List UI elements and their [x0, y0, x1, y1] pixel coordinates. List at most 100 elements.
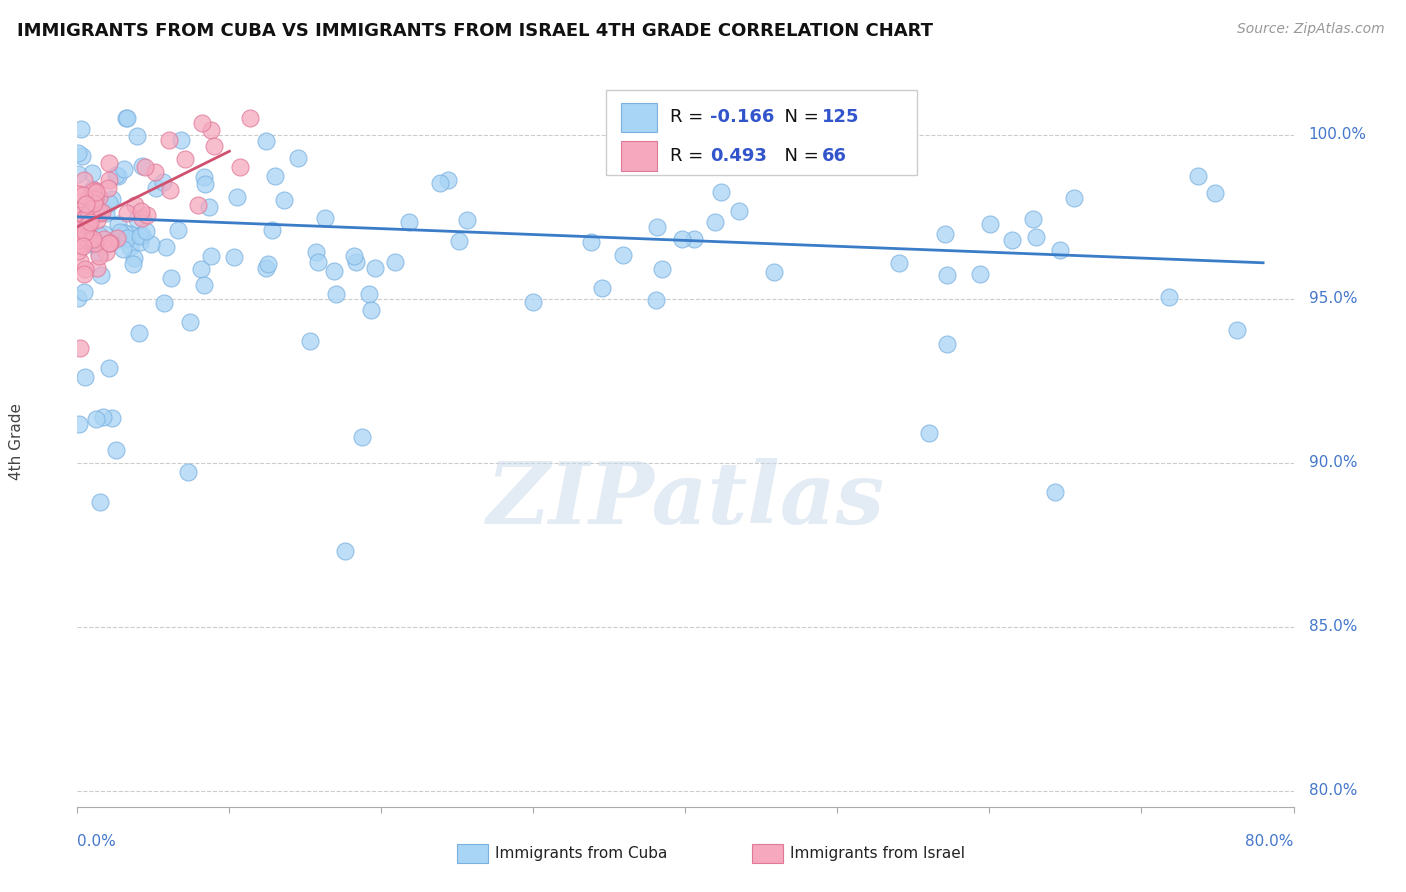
Point: [67, 146, 90, 161]
Text: N =: N =: [773, 147, 824, 165]
Point: [131, 227, 153, 242]
Point: [114, 226, 136, 240]
Point: [131, 159, 153, 173]
Text: -0.166: -0.166: [710, 108, 775, 127]
Point: [257, 257, 280, 271]
Point: [307, 255, 329, 269]
Point: [254, 134, 277, 148]
Text: 95.0%: 95.0%: [1309, 292, 1357, 306]
Point: [429, 176, 451, 190]
Point: [187, 198, 209, 212]
Text: 125: 125: [821, 108, 859, 127]
Point: [93, 232, 115, 246]
Point: [75, 209, 97, 223]
Point: [763, 264, 786, 278]
Point: [77, 205, 100, 219]
Point: [115, 205, 138, 219]
Point: [398, 215, 420, 229]
Text: R =: R =: [669, 147, 709, 165]
Point: [612, 248, 634, 262]
FancyBboxPatch shape: [606, 90, 917, 175]
Point: [129, 204, 152, 219]
Point: [67, 232, 90, 246]
Point: [87, 202, 110, 217]
Point: [97, 195, 120, 210]
Point: [135, 224, 157, 238]
Point: [447, 235, 470, 249]
Point: [112, 162, 135, 177]
Point: [934, 227, 956, 241]
Point: [66, 291, 89, 305]
Point: [69, 204, 91, 219]
Point: [152, 175, 174, 189]
Point: [226, 190, 249, 204]
FancyBboxPatch shape: [621, 103, 658, 132]
Point: [84, 236, 107, 251]
Point: [357, 287, 380, 301]
Point: [67, 186, 90, 201]
Point: [73, 262, 96, 277]
Point: [710, 186, 733, 200]
Point: [76, 220, 98, 235]
Point: [1159, 290, 1181, 304]
Point: [72, 188, 94, 202]
Point: [100, 410, 122, 425]
Point: [254, 261, 277, 276]
Point: [122, 252, 145, 266]
Point: [72, 173, 94, 187]
Point: [115, 112, 138, 126]
Text: Immigrants from Cuba: Immigrants from Cuba: [495, 847, 668, 861]
Point: [918, 426, 941, 441]
Point: [84, 192, 107, 206]
Point: [79, 215, 101, 229]
Point: [131, 211, 153, 226]
Point: [110, 225, 132, 239]
Point: [522, 294, 544, 309]
Point: [89, 245, 111, 260]
Point: [75, 235, 97, 250]
Point: [118, 227, 141, 242]
Point: [66, 223, 89, 237]
Point: [222, 251, 245, 265]
Point: [179, 315, 201, 329]
Point: [437, 172, 460, 186]
Point: [77, 191, 100, 205]
Point: [98, 361, 121, 376]
Point: [645, 293, 668, 307]
Point: [384, 254, 406, 268]
Point: [70, 225, 93, 239]
Point: [134, 160, 156, 174]
Point: [69, 341, 91, 355]
Text: 0.0%: 0.0%: [77, 833, 117, 848]
Text: IMMIGRANTS FROM CUBA VS IMMIGRANTS FROM ISRAEL 4TH GRADE CORRELATION CHART: IMMIGRANTS FROM CUBA VS IMMIGRANTS FROM …: [17, 22, 932, 40]
Point: [177, 466, 200, 480]
Point: [112, 242, 135, 256]
Point: [1204, 186, 1226, 200]
Text: 80.0%: 80.0%: [1246, 833, 1294, 848]
Point: [273, 193, 295, 207]
Text: 90.0%: 90.0%: [1309, 455, 1357, 470]
Point: [80, 230, 103, 244]
Point: [157, 132, 180, 146]
Point: [727, 203, 749, 218]
Point: [173, 152, 195, 166]
Point: [90, 268, 112, 283]
Point: [344, 254, 367, 268]
Point: [80, 182, 103, 196]
Point: [152, 296, 174, 310]
Point: [69, 253, 91, 268]
Point: [671, 232, 693, 246]
Point: [1049, 243, 1071, 257]
Point: [89, 495, 111, 509]
Point: [1226, 323, 1249, 337]
Point: [77, 217, 100, 231]
Text: 4th Grade: 4th Grade: [8, 403, 24, 480]
Point: [86, 185, 108, 199]
Point: [360, 302, 382, 317]
Point: [1045, 484, 1067, 499]
Point: [887, 256, 910, 270]
Point: [969, 267, 991, 281]
Point: [1000, 234, 1022, 248]
Text: N =: N =: [773, 108, 824, 127]
Point: [118, 240, 141, 254]
